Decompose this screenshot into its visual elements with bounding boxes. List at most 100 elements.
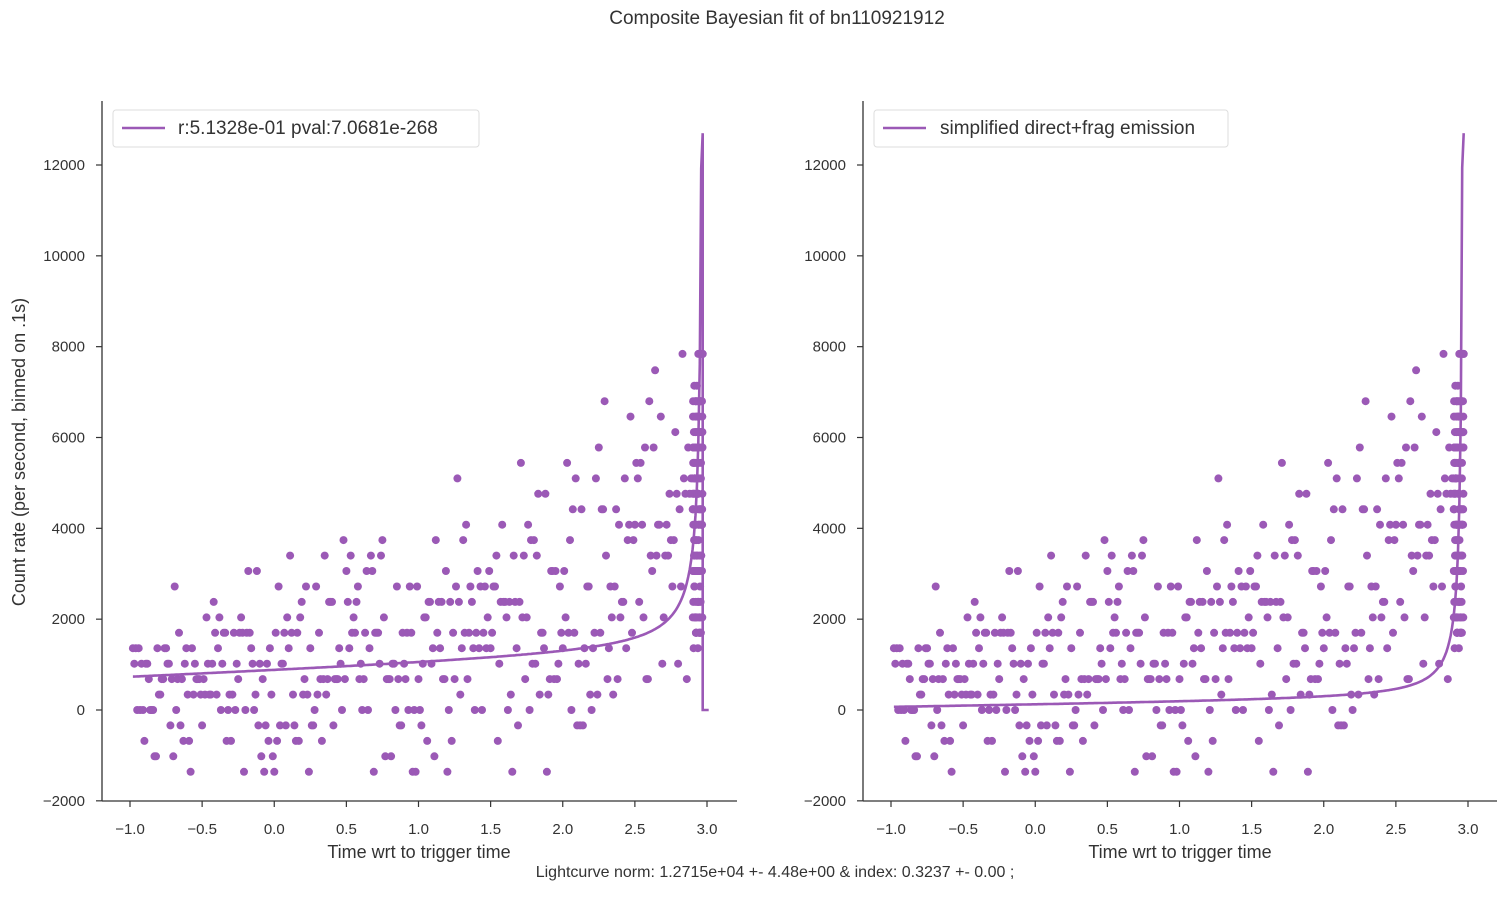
data-point (1373, 505, 1382, 514)
data-point (1073, 582, 1082, 591)
data-point (938, 675, 947, 684)
data-point (303, 690, 312, 699)
data-point (366, 551, 375, 560)
data-point (1407, 551, 1416, 560)
left-x-ticks: −1.0 −0.5 0.0 0.5 1.0 1.5 2.0 2.5 3.0 (115, 801, 717, 838)
data-point (1205, 706, 1214, 714)
data-point (283, 613, 292, 622)
data-point (377, 551, 385, 560)
data-point (1240, 628, 1249, 637)
data-point (1426, 489, 1435, 498)
data-point (612, 505, 621, 514)
data-point (1322, 613, 1331, 622)
data-point (245, 628, 254, 637)
data-point (1127, 551, 1136, 560)
data-point (183, 690, 192, 699)
data-point (638, 520, 647, 529)
y-tick-label: −2000 (804, 793, 846, 810)
data-point (346, 551, 355, 560)
data-point (1158, 721, 1167, 730)
data-point (1153, 582, 1162, 591)
right-x-axis-label: Time wrt to trigger time (1088, 842, 1271, 862)
data-point (947, 767, 956, 776)
data-point (970, 597, 979, 606)
data-point (1406, 397, 1415, 406)
data-point (374, 628, 383, 637)
right-legend-label: simplified direct+frag emission (940, 118, 1195, 139)
data-point (1100, 536, 1109, 545)
data-point (252, 567, 261, 575)
data-point (1123, 567, 1132, 575)
data-point (426, 597, 434, 606)
x-tick-label: 2.5 (624, 821, 645, 838)
data-point (1266, 597, 1275, 606)
data-point (1450, 443, 1459, 452)
data-point (662, 520, 671, 529)
data-point (1168, 628, 1177, 637)
data-point (1339, 721, 1348, 730)
data-point (328, 597, 336, 606)
data-point (1045, 644, 1054, 653)
data-point (1227, 582, 1236, 591)
data-point (189, 690, 198, 699)
data-point (254, 721, 263, 730)
data-point (691, 597, 700, 606)
x-tick-label: 2.0 (1313, 821, 1334, 838)
data-point (1429, 582, 1438, 591)
data-point (1021, 767, 1030, 776)
data-point (596, 628, 605, 637)
data-point (1236, 644, 1245, 653)
data-point (1325, 628, 1334, 637)
data-point (1016, 659, 1025, 668)
data-point (353, 582, 362, 591)
data-point (1277, 458, 1286, 467)
data-point (1402, 443, 1410, 452)
data-point (651, 366, 660, 375)
data-point (1140, 613, 1149, 622)
x-tick-label: 0.5 (1097, 821, 1118, 838)
data-point (486, 644, 495, 653)
y-tick-label: 10000 (43, 248, 85, 265)
data-point (1374, 675, 1383, 684)
data-point (613, 675, 622, 684)
data-point (1361, 397, 1370, 406)
data-point (152, 752, 160, 761)
data-point (149, 706, 158, 714)
data-point (593, 690, 602, 699)
data-point (1321, 567, 1330, 575)
data-point (492, 551, 501, 560)
data-point (1264, 706, 1273, 714)
data-point (668, 582, 677, 591)
data-point (1151, 659, 1159, 668)
left-y-axis-label: Count rate (per second, binned on .1s) (9, 298, 29, 606)
data-point (315, 628, 323, 637)
data-point (1338, 505, 1347, 514)
data-point (910, 706, 919, 714)
data-point (414, 675, 423, 684)
data-point (284, 644, 293, 653)
data-point (208, 659, 217, 668)
data-point (221, 628, 230, 637)
data-point (320, 551, 329, 560)
x-tick-label: −1.0 (876, 821, 906, 838)
data-point (1449, 505, 1458, 514)
data-point (690, 381, 699, 390)
data-point (1074, 690, 1083, 699)
data-point (951, 659, 960, 668)
data-point (609, 690, 618, 699)
data-point (313, 690, 322, 699)
data-point (198, 721, 207, 730)
data-point (1386, 520, 1395, 529)
data-point (1423, 520, 1432, 529)
data-point (895, 644, 904, 653)
data-point (139, 706, 147, 714)
data-point (287, 628, 296, 637)
data-point (690, 582, 699, 591)
data-point (1166, 582, 1175, 591)
data-point (261, 721, 270, 730)
data-point (479, 628, 488, 637)
data-point (1312, 567, 1321, 575)
right-y-ticks: −2000 0 2000 4000 6000 8000 10000 12000 (804, 157, 863, 810)
x-tick-label: 1.5 (1241, 821, 1262, 838)
left-x-axis-label: Time wrt to trigger time (327, 842, 510, 862)
